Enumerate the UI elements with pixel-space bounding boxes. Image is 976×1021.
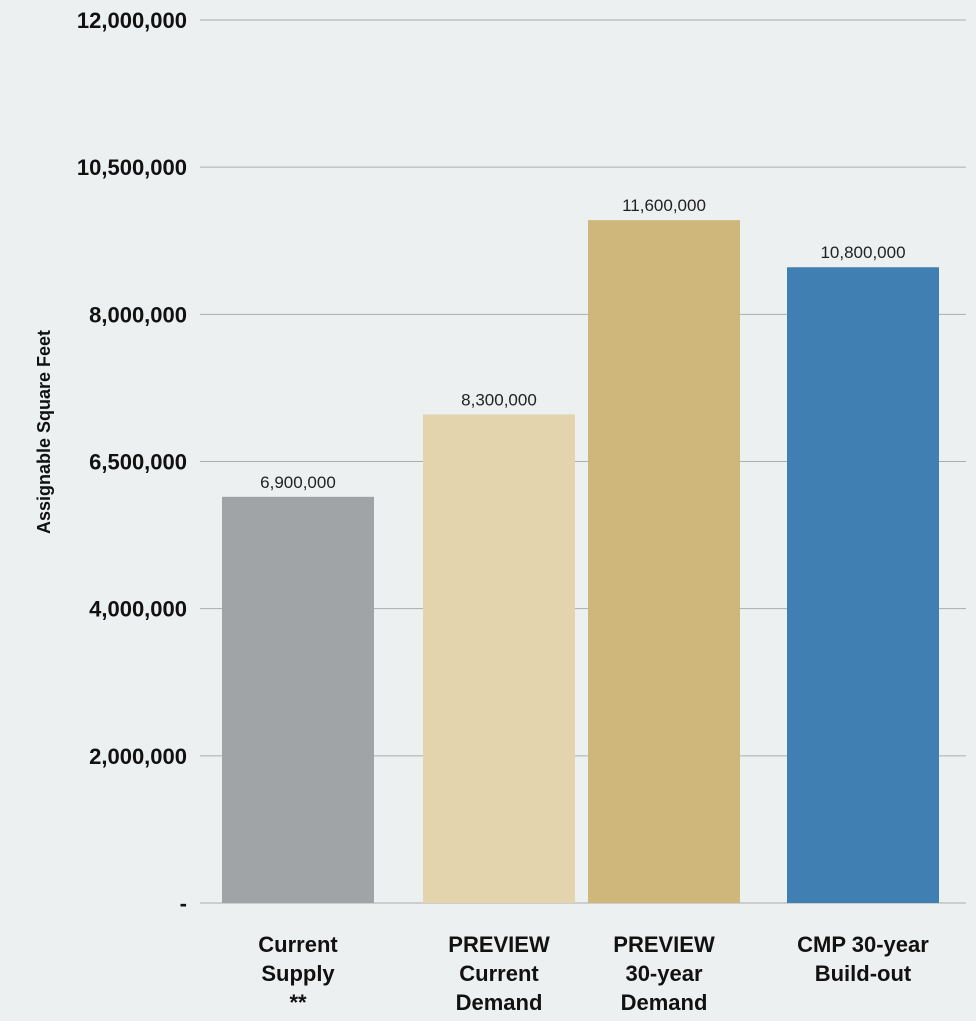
- x-category-label: PREVIEW 30-year Demand: [613, 932, 715, 1015]
- x-category-line: Current: [258, 932, 338, 957]
- x-category-label: CMP 30-year Build-out: [797, 932, 929, 986]
- x-category-label: Current Supply **: [258, 932, 338, 1015]
- y-tick-label: 2,000,000: [89, 744, 187, 769]
- bar-value-label: 6,900,000: [260, 473, 336, 492]
- bar: [222, 496, 374, 903]
- bar: [423, 414, 575, 903]
- y-tick-label: 12,000,000: [77, 8, 187, 33]
- x-category-line: Supply: [261, 961, 335, 986]
- x-category-line: Build-out: [815, 961, 912, 986]
- x-category-line: Current: [459, 961, 539, 986]
- bar-value-label: 11,600,000: [622, 196, 706, 215]
- x-category-line: PREVIEW: [613, 932, 715, 957]
- x-category-line: CMP 30-year: [797, 932, 929, 957]
- y-axis-ticks: - 2,000,000 4,000,000 6,500,000 8,000,000 10,…: [77, 8, 187, 916]
- y-tick-label: 10,500,000: [77, 155, 187, 180]
- bar-value-label: 8,300,000: [461, 390, 537, 409]
- bar: [787, 267, 939, 903]
- bar-value-label: 10,800,000: [820, 243, 905, 262]
- bar: [588, 220, 740, 903]
- x-category-line: 30-year: [625, 961, 703, 986]
- x-category-line: Demand: [621, 990, 708, 1015]
- y-axis-title: Assignable Square Feet: [34, 330, 54, 534]
- x-axis-categories: Current Supply **PREVIEW Current DemandPREVI…: [258, 932, 929, 1015]
- y-tick-label: 8,000,000: [89, 302, 187, 327]
- data-labels: 6,900,000 8,300,000 11,600,000 10,800,000: [260, 196, 905, 492]
- bars: [222, 220, 939, 903]
- x-category-label: PREVIEW Current Demand: [448, 932, 550, 1015]
- x-category-line: PREVIEW: [448, 932, 550, 957]
- x-category-line: **: [289, 990, 307, 1015]
- y-tick-label: -: [180, 891, 187, 916]
- y-tick-label: 6,500,000: [89, 450, 187, 475]
- y-tick-label: 4,000,000: [89, 597, 187, 622]
- x-category-line: Demand: [456, 990, 543, 1015]
